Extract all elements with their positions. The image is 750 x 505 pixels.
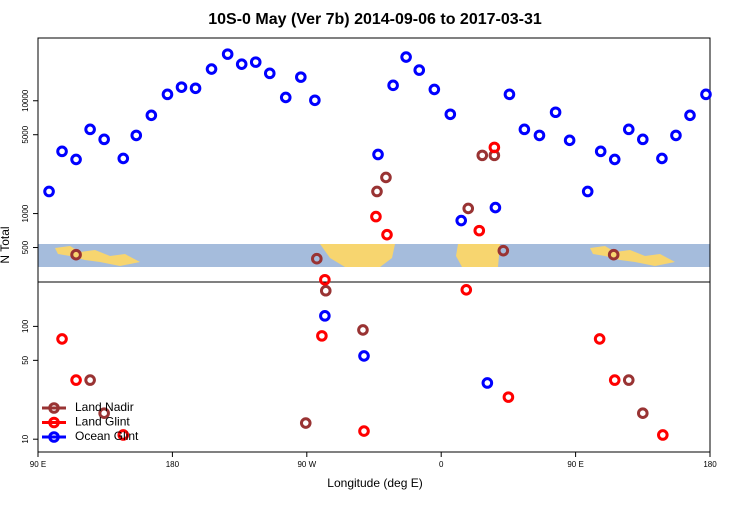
point (235, 58, 248, 70)
point (497, 244, 510, 257)
point (608, 153, 621, 166)
point (684, 109, 696, 122)
x-tick-label: 90 E (567, 460, 583, 469)
y-tick-label: 1000 (21, 204, 30, 222)
point (319, 284, 332, 297)
point (503, 88, 516, 101)
point (563, 134, 576, 147)
point (371, 185, 383, 198)
point (311, 252, 323, 265)
point (622, 374, 635, 386)
point (357, 324, 369, 336)
point (205, 63, 218, 75)
point (98, 407, 110, 419)
point (263, 67, 276, 80)
legend-marker (48, 431, 60, 443)
x-tick-label: 0 (439, 460, 444, 469)
x-axis-label: Longitude (deg E) (327, 476, 422, 490)
chart-title: 10S-0 May (Ver 7b) 2014-09-06 to 2017-03… (208, 11, 542, 28)
point (489, 201, 502, 214)
point (473, 224, 486, 237)
point (460, 283, 473, 296)
point (372, 148, 384, 161)
point (70, 374, 82, 386)
point (221, 48, 234, 60)
point (189, 82, 202, 95)
point (70, 248, 82, 261)
point (84, 123, 96, 136)
point (117, 152, 130, 165)
legend-marker (48, 416, 60, 429)
point (657, 429, 669, 441)
y-tick-label: 100 (21, 319, 30, 333)
point (175, 81, 188, 93)
point (43, 185, 55, 198)
point (117, 429, 130, 441)
x-tick-label: 180 (166, 460, 180, 469)
y-tick-label: 500 (21, 240, 30, 254)
legend-label: Land Glint (75, 415, 130, 429)
point (161, 88, 174, 101)
point (295, 71, 307, 83)
point (594, 145, 607, 158)
y-tick-label: 10000 (21, 89, 30, 112)
point (130, 129, 143, 142)
point (637, 407, 649, 419)
point (319, 310, 331, 322)
point (455, 214, 468, 227)
point (387, 79, 399, 92)
legend-label: Land Nadir (75, 400, 134, 414)
point (309, 94, 321, 107)
point (476, 149, 489, 162)
point (637, 133, 649, 146)
point (593, 333, 606, 345)
point (56, 145, 68, 158)
point (670, 129, 682, 142)
point (56, 333, 68, 345)
point (428, 83, 441, 96)
y-axis-label: N Total (0, 226, 12, 263)
point (279, 91, 292, 104)
point (462, 202, 475, 215)
x-tick-label: 90 E (30, 460, 46, 469)
point (656, 152, 668, 165)
point (84, 374, 96, 386)
point (249, 56, 262, 68)
point (316, 330, 328, 342)
point (488, 141, 501, 154)
point (370, 210, 382, 223)
point (70, 153, 82, 166)
point (700, 88, 712, 101)
point (581, 185, 594, 198)
point (608, 374, 621, 386)
point (358, 350, 370, 362)
x-tick-label: 180 (703, 460, 717, 469)
point (622, 123, 635, 136)
point (444, 108, 457, 121)
plot-frame (37, 37, 711, 453)
point (381, 228, 393, 241)
point (502, 391, 515, 403)
y-tick-label: 10 (21, 434, 30, 443)
point (319, 273, 331, 286)
point (299, 417, 312, 429)
y-tick-label: 50 (21, 355, 30, 364)
point (98, 133, 110, 146)
point (481, 377, 494, 389)
point (358, 425, 370, 437)
legend-label: Ocean Glint (75, 429, 139, 443)
point (400, 51, 412, 63)
point (145, 109, 158, 122)
point (518, 123, 531, 136)
point (380, 171, 392, 184)
point (549, 106, 562, 119)
legend-marker (48, 402, 60, 414)
y-tick-label: 5000 (21, 125, 30, 143)
point (533, 129, 546, 142)
x-tick-label: 90 W (297, 460, 316, 469)
point (607, 248, 620, 261)
point (413, 64, 426, 76)
